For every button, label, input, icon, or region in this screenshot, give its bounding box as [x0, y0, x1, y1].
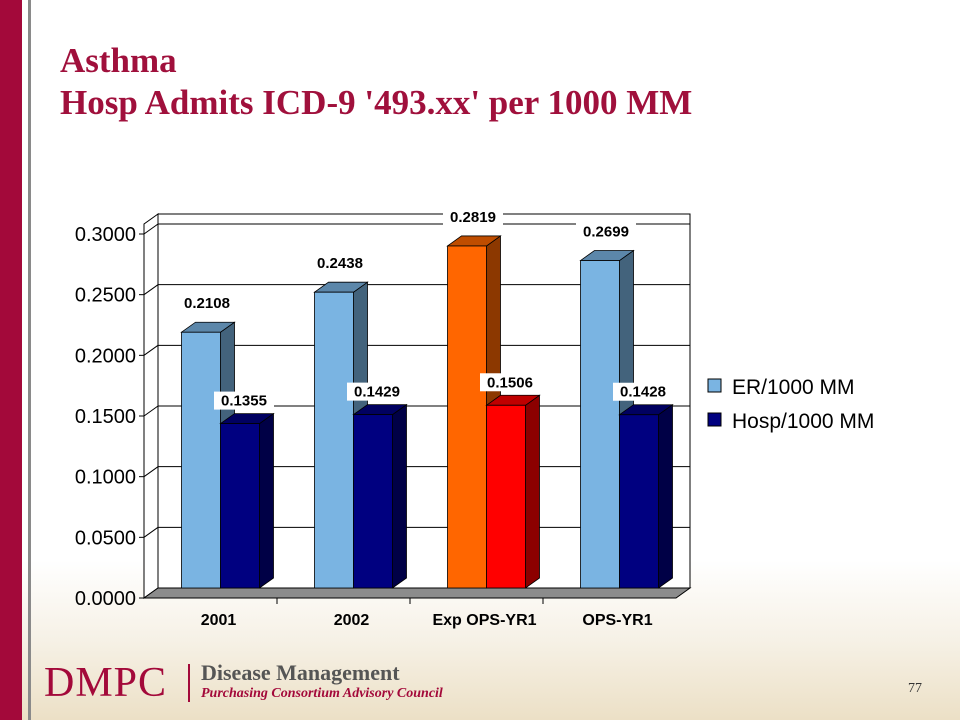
bar-front — [181, 331, 221, 589]
data-label-bg — [214, 391, 274, 410]
legend-label-hosp: Hosp/1000 MM — [732, 410, 874, 433]
gridline-depth — [143, 344, 159, 356]
bar-side — [259, 412, 274, 589]
bar-hosp-exp-ops-yr1 — [485, 394, 541, 589]
bar-front — [314, 291, 354, 589]
data-label-bg — [177, 294, 237, 313]
data-label: 0.1428 — [620, 384, 666, 401]
bar-side — [392, 403, 407, 589]
bar-front — [353, 414, 393, 589]
page-number: 77 — [908, 681, 922, 696]
x-tick-label: 2001 — [201, 612, 237, 629]
data-label: 0.1355 — [221, 393, 267, 410]
data-label: 0.1506 — [487, 374, 533, 391]
x-tick-label: Exp OPS-YR1 — [432, 612, 536, 629]
x-tick-label: 2002 — [334, 612, 370, 629]
gridline-depth — [143, 284, 159, 296]
data-label-bg — [480, 373, 540, 392]
data-label-bg — [613, 382, 673, 401]
bar-hosp-2001 — [219, 412, 275, 589]
bar-side — [525, 394, 540, 589]
legend-swatch-er — [707, 378, 722, 393]
bar-front — [220, 423, 260, 589]
org-name: Disease Management — [201, 660, 400, 685]
x-tick-label: OPS-YR1 — [582, 612, 652, 629]
data-label: 0.2108 — [184, 295, 230, 312]
y-tick-label: 0.2500 — [75, 285, 136, 307]
plot-floor — [142, 587, 692, 599]
legend-swatch-hosp — [707, 412, 722, 427]
bar-front — [580, 260, 620, 589]
gridline-depth — [143, 526, 159, 538]
gridline-depth — [143, 223, 159, 235]
gridline-depth — [143, 405, 159, 417]
bar-hosp-2002 — [352, 403, 408, 589]
y-tick-label: 0.3000 — [75, 224, 136, 246]
y-tick-label: 0.2000 — [75, 345, 136, 367]
bar-front — [486, 404, 526, 589]
bar-front — [447, 245, 487, 589]
title-line-2: Hosp Admits ICD-9 '493.xx' per 1000 MM — [60, 83, 693, 122]
bar-front — [619, 414, 659, 589]
slide-title: Asthma Hosp Admits ICD-9 '493.xx' per 10… — [60, 40, 692, 124]
y-tick-label: 0.0000 — [75, 588, 136, 610]
y-tick-label: 0.0500 — [75, 527, 136, 549]
left-divider-line — [28, 0, 31, 720]
legend-label-er: ER/1000 MM — [732, 376, 855, 399]
dmpc-logo-text: DMPC — [44, 660, 168, 706]
left-accent-bar — [0, 0, 22, 720]
data-label-bg — [310, 254, 370, 273]
data-label: 0.2819 — [450, 209, 496, 226]
data-label: 0.1429 — [354, 384, 400, 401]
data-label-bg — [443, 207, 503, 226]
bar-side — [658, 403, 673, 589]
data-label-bg — [576, 222, 636, 241]
plot-left-wall — [143, 213, 159, 599]
bar-hosp-ops-yr1 — [618, 403, 674, 589]
logo-divider — [188, 664, 190, 702]
org-subtitle: Purchasing Consortium Advisory Council — [201, 686, 443, 701]
data-label-bg — [347, 382, 407, 401]
y-tick-label: 0.1500 — [75, 406, 136, 428]
data-label: 0.2438 — [317, 255, 363, 272]
data-label: 0.2699 — [583, 224, 629, 241]
title-line-1: Asthma — [60, 41, 177, 80]
y-tick-label: 0.1000 — [75, 467, 136, 489]
gridline-depth — [143, 466, 159, 478]
